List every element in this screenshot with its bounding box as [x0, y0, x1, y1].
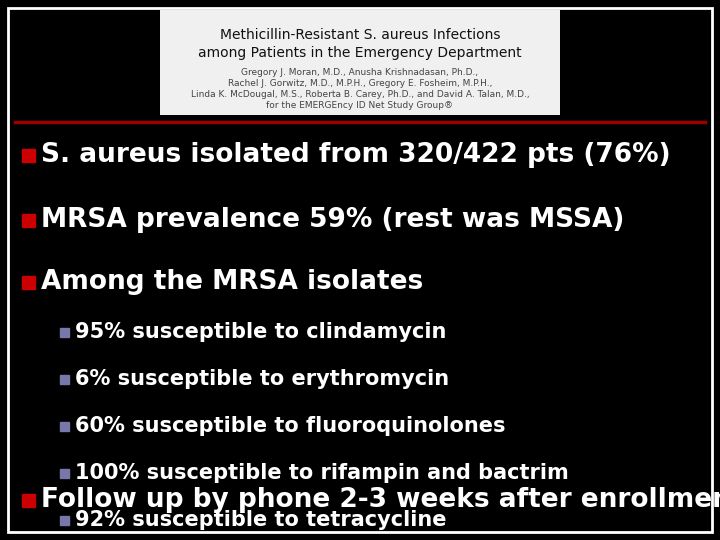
- Bar: [60, 327, 69, 336]
- Text: 95% susceptible to clindamycin: 95% susceptible to clindamycin: [75, 322, 446, 342]
- Text: among Patients in the Emergency Department: among Patients in the Emergency Departme…: [198, 46, 522, 60]
- Bar: [60, 422, 69, 430]
- Text: S. aureus isolated from 320/422 pts (76%): S. aureus isolated from 320/422 pts (76%…: [41, 142, 670, 168]
- Text: 92% susceptible to tetracycline: 92% susceptible to tetracycline: [75, 510, 446, 530]
- Bar: [22, 275, 35, 288]
- Text: Methicillin-Resistant S. aureus Infections: Methicillin-Resistant S. aureus Infectio…: [220, 28, 500, 42]
- Text: 6% susceptible to erythromycin: 6% susceptible to erythromycin: [75, 369, 449, 389]
- Bar: [60, 375, 69, 383]
- Text: Among the MRSA isolates: Among the MRSA isolates: [41, 269, 423, 295]
- Bar: [22, 213, 35, 226]
- Bar: [160, 10, 560, 115]
- Text: Gregory J. Moran, M.D., Anusha Krishnadasan, Ph.D.,: Gregory J. Moran, M.D., Anusha Krishnada…: [241, 68, 479, 77]
- Text: Linda K. McDougal, M.S., Roberta B. Carey, Ph.D., and David A. Talan, M.D.,: Linda K. McDougal, M.S., Roberta B. Care…: [191, 90, 529, 99]
- Text: MRSA prevalence 59% (rest was MSSA): MRSA prevalence 59% (rest was MSSA): [41, 207, 624, 233]
- Text: 60% susceptible to fluoroquinolones: 60% susceptible to fluoroquinolones: [75, 416, 505, 436]
- Text: Rachel J. Gorwitz, M.D., M.P.H., Gregory E. Fosheim, M.P.H.,: Rachel J. Gorwitz, M.D., M.P.H., Gregory…: [228, 79, 492, 88]
- Text: for the EMERGEncy ID Net Study Group®: for the EMERGEncy ID Net Study Group®: [266, 101, 454, 110]
- Bar: [60, 469, 69, 477]
- Bar: [22, 494, 35, 507]
- Bar: [60, 516, 69, 524]
- Text: 100% susceptible to rifampin and bactrim: 100% susceptible to rifampin and bactrim: [75, 463, 569, 483]
- Text: Follow up by phone 2-3 weeks after enrollment: Follow up by phone 2-3 weeks after enrol…: [41, 487, 720, 513]
- Bar: [22, 148, 35, 161]
